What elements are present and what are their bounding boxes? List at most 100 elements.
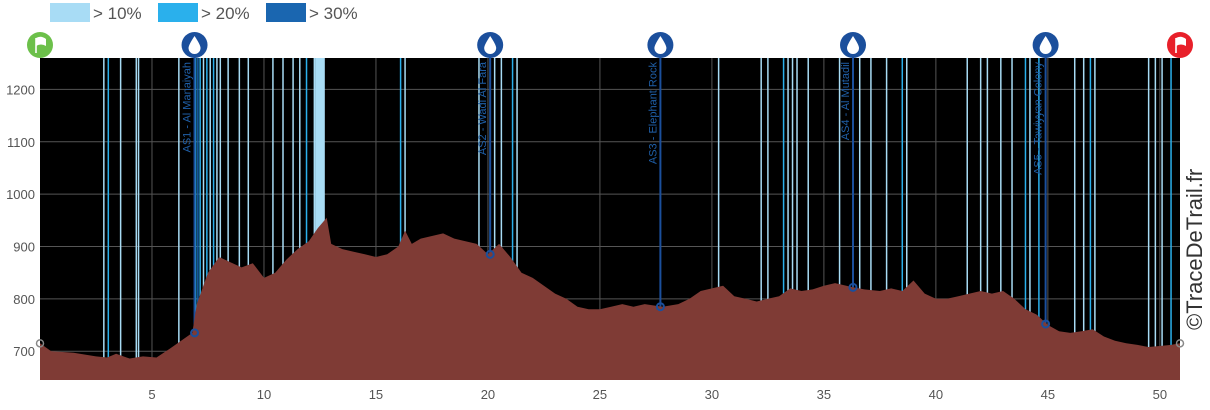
steep-band (206, 58, 208, 380)
steep-band (1038, 58, 1040, 380)
y-tick-label: 900 (13, 239, 35, 254)
x-tick-label: 5 (148, 387, 155, 402)
steep-band (796, 58, 798, 380)
steep-band (870, 58, 872, 380)
x-tick-label: 45 (1041, 387, 1055, 402)
steep-band (1094, 58, 1096, 380)
steep-band (319, 58, 323, 380)
steep-band (782, 58, 785, 380)
steep-band (305, 58, 308, 380)
start-point (35, 339, 45, 348)
steep-band (315, 58, 319, 380)
steepness-bands (103, 58, 1172, 380)
steep-band (1147, 58, 1150, 380)
legend-label-2: > 20% (201, 4, 250, 23)
steep-band (292, 58, 294, 380)
aid-station-label-1: AS1 - Al Manaiyah (182, 62, 194, 153)
water-drop-icon-3 (647, 32, 674, 58)
aid-station-point-4 (848, 282, 858, 292)
finish-point (1175, 339, 1185, 348)
steep-band (901, 58, 904, 380)
legend-swatch-3 (266, 3, 306, 22)
y-tick-label: 1100 (7, 135, 35, 150)
steep-band (202, 58, 205, 380)
y-tick-label: 1200 (6, 82, 35, 97)
steep-band (511, 58, 514, 380)
water-drop-icon-5 (1032, 32, 1059, 58)
aid-station-label-3: AS3 - Elephant Rock (647, 62, 659, 165)
water-drop-icon-4 (840, 32, 867, 58)
steep-band (227, 58, 229, 380)
aid-station-point-3 (655, 302, 665, 312)
x-tick-label: 20 (481, 387, 495, 402)
legend-label-1: > 10% (93, 4, 142, 23)
steep-band (178, 58, 180, 380)
y-tick-label: 700 (13, 344, 35, 359)
y-tick-label: 800 (13, 292, 35, 307)
steep-band (966, 58, 968, 380)
legend-swatch-1 (50, 3, 90, 22)
steep-band (199, 58, 201, 380)
water-drop-icon-2 (477, 32, 504, 58)
steep-band (986, 58, 989, 380)
steep-band (791, 58, 794, 380)
aid-station-point-5 (1041, 319, 1051, 329)
steep-band (1024, 58, 1027, 380)
legend-label-3: > 30% (309, 4, 358, 23)
steep-band (238, 58, 241, 380)
steep-band (135, 58, 138, 380)
x-tick-label: 10 (257, 387, 271, 402)
steep-band (219, 58, 222, 380)
x-tick-label: 50 (1153, 387, 1167, 402)
steep-band (1029, 58, 1031, 380)
steep-band (516, 58, 518, 380)
legend-swatch-2 (158, 3, 198, 22)
steep-band (838, 58, 841, 380)
steep-band (119, 58, 122, 380)
start-flag-icon (27, 32, 53, 58)
steep-band (1082, 58, 1085, 380)
elevation-profile (40, 217, 1180, 380)
x-tick-label: 25 (593, 387, 607, 402)
steep-band (858, 58, 861, 380)
steep-band (299, 58, 301, 380)
steep-band (212, 58, 215, 380)
steep-band (979, 58, 982, 380)
y-axis: 700 800 900 1000 1100 1200 (6, 82, 35, 359)
y-tick-label: 1000 (6, 187, 35, 202)
x-axis: 5 10 15 20 25 30 35 40 45 50 (148, 387, 1167, 402)
steep-band (137, 58, 140, 380)
x-tick-label: 40 (929, 387, 943, 402)
steep-band (399, 58, 402, 380)
steep-band (107, 58, 110, 380)
steep-band (282, 58, 284, 380)
aid-station-label-4: AS4 - Al Mutadil (840, 62, 852, 140)
aid-station-point-1 (190, 328, 200, 338)
aid-station-label-2: AS2 - Wadi Al Fara (477, 61, 489, 155)
x-tick-label: 35 (817, 387, 831, 402)
steep-band (787, 58, 789, 380)
steep-band (906, 58, 908, 380)
steep-band (321, 58, 325, 380)
steep-band (1000, 58, 1002, 380)
steep-band (1170, 58, 1172, 380)
steep-band (103, 58, 105, 380)
steep-band (885, 58, 888, 380)
steep-band (247, 58, 250, 380)
steep-band (717, 58, 720, 380)
aid-station-point-2 (485, 249, 495, 259)
steep-band (1089, 58, 1092, 380)
aid-station-lines (193, 46, 1047, 333)
steep-band (209, 58, 211, 380)
steep-band (478, 58, 480, 380)
steep-band (404, 58, 406, 380)
steep-band (1011, 58, 1013, 380)
steep-band (767, 58, 769, 380)
aid-station-label-5: AS5 - Tawiyyan Colony (1033, 62, 1045, 175)
steep-band (760, 58, 762, 380)
steep-band (1073, 58, 1076, 380)
steep-band (194, 58, 197, 380)
steep-band (1161, 58, 1163, 380)
aid-station-labels: AS1 - Al Manaiyah AS2 - Wadi Al Fara AS3 -… (182, 61, 1045, 175)
